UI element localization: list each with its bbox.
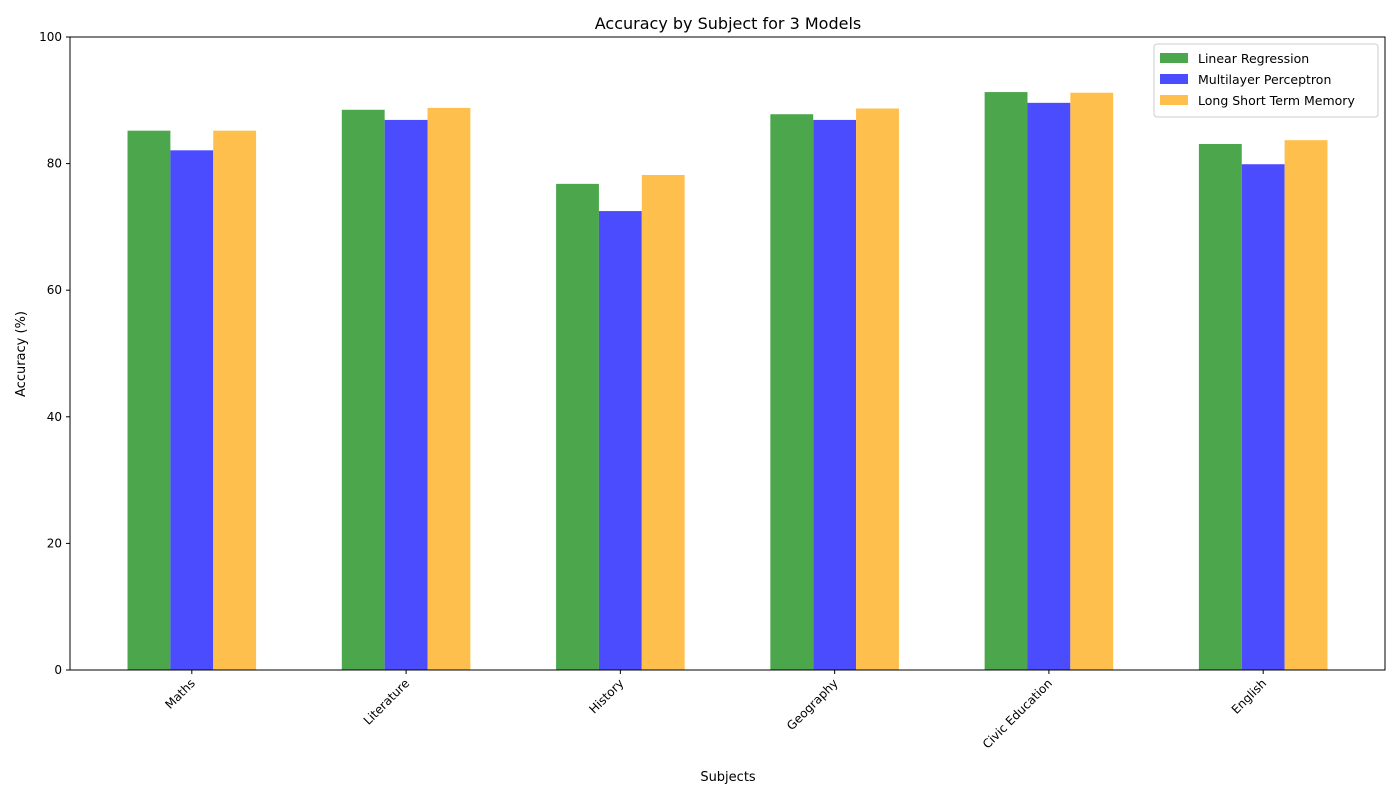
y-tick-label: 60: [47, 283, 62, 297]
bar-linear-regression-maths: [127, 130, 171, 670]
legend: Linear Regression Multilayer Perceptron Lo…: [1153, 43, 1379, 118]
y-axis-label: Accuracy (%): [14, 311, 29, 397]
bar-long-short-term-memory-literature: [427, 107, 471, 670]
x-tick-label: English: [1229, 676, 1270, 717]
x-tick-label: History: [586, 676, 626, 716]
legend-swatch: [1160, 95, 1188, 105]
bar-multilayer-perceptron-literature: [384, 119, 428, 671]
legend-box: [1153, 43, 1379, 118]
x-tick-label: Geography: [784, 676, 841, 733]
bar-multilayer-perceptron-maths: [170, 150, 214, 670]
legend-swatch: [1160, 53, 1188, 63]
legend-label: Multilayer Perceptron: [1198, 72, 1331, 87]
bar-long-short-term-memory-history: [641, 174, 685, 671]
legend-label: Long Short Term Memory: [1198, 93, 1355, 108]
x-tick-label: Civic Education: [980, 676, 1055, 751]
plot-frame: [69, 36, 1386, 671]
y-tick-label: 100: [39, 30, 62, 44]
bar-long-short-term-memory-geography: [856, 108, 899, 670]
bar-linear-regression-geography: [770, 114, 814, 671]
bar-multilayer-perceptron-civic-education: [1027, 102, 1071, 670]
legend-swatch: [1160, 74, 1188, 84]
x-axis-label: Subjects: [700, 770, 756, 785]
x-tick-label: Maths: [162, 676, 198, 712]
y-tick-label: 0: [54, 663, 62, 677]
y-tick-label: 80: [47, 157, 62, 171]
y-tick-label: 20: [47, 536, 62, 550]
bar-linear-regression-civic-education: [984, 92, 1028, 670]
chart-title: Accuracy by Subject for 3 Models: [595, 14, 861, 33]
bar-long-short-term-memory-civic-education: [1070, 92, 1114, 670]
y-tick-label: 40: [47, 410, 62, 424]
bar-multilayer-perceptron-english: [1241, 164, 1285, 671]
x-tick-label: Literature: [361, 676, 412, 727]
legend-label: Linear Regression: [1198, 51, 1309, 66]
bar-multilayer-perceptron-history: [598, 211, 642, 670]
bar-long-short-term-memory-english: [1284, 140, 1328, 670]
bar-long-short-term-memory-maths: [213, 130, 257, 670]
bar-linear-regression-history: [556, 183, 599, 671]
bar-linear-regression-literature: [341, 109, 385, 671]
bar-multilayer-perceptron-geography: [813, 119, 857, 671]
bar-linear-regression-english: [1198, 143, 1242, 671]
